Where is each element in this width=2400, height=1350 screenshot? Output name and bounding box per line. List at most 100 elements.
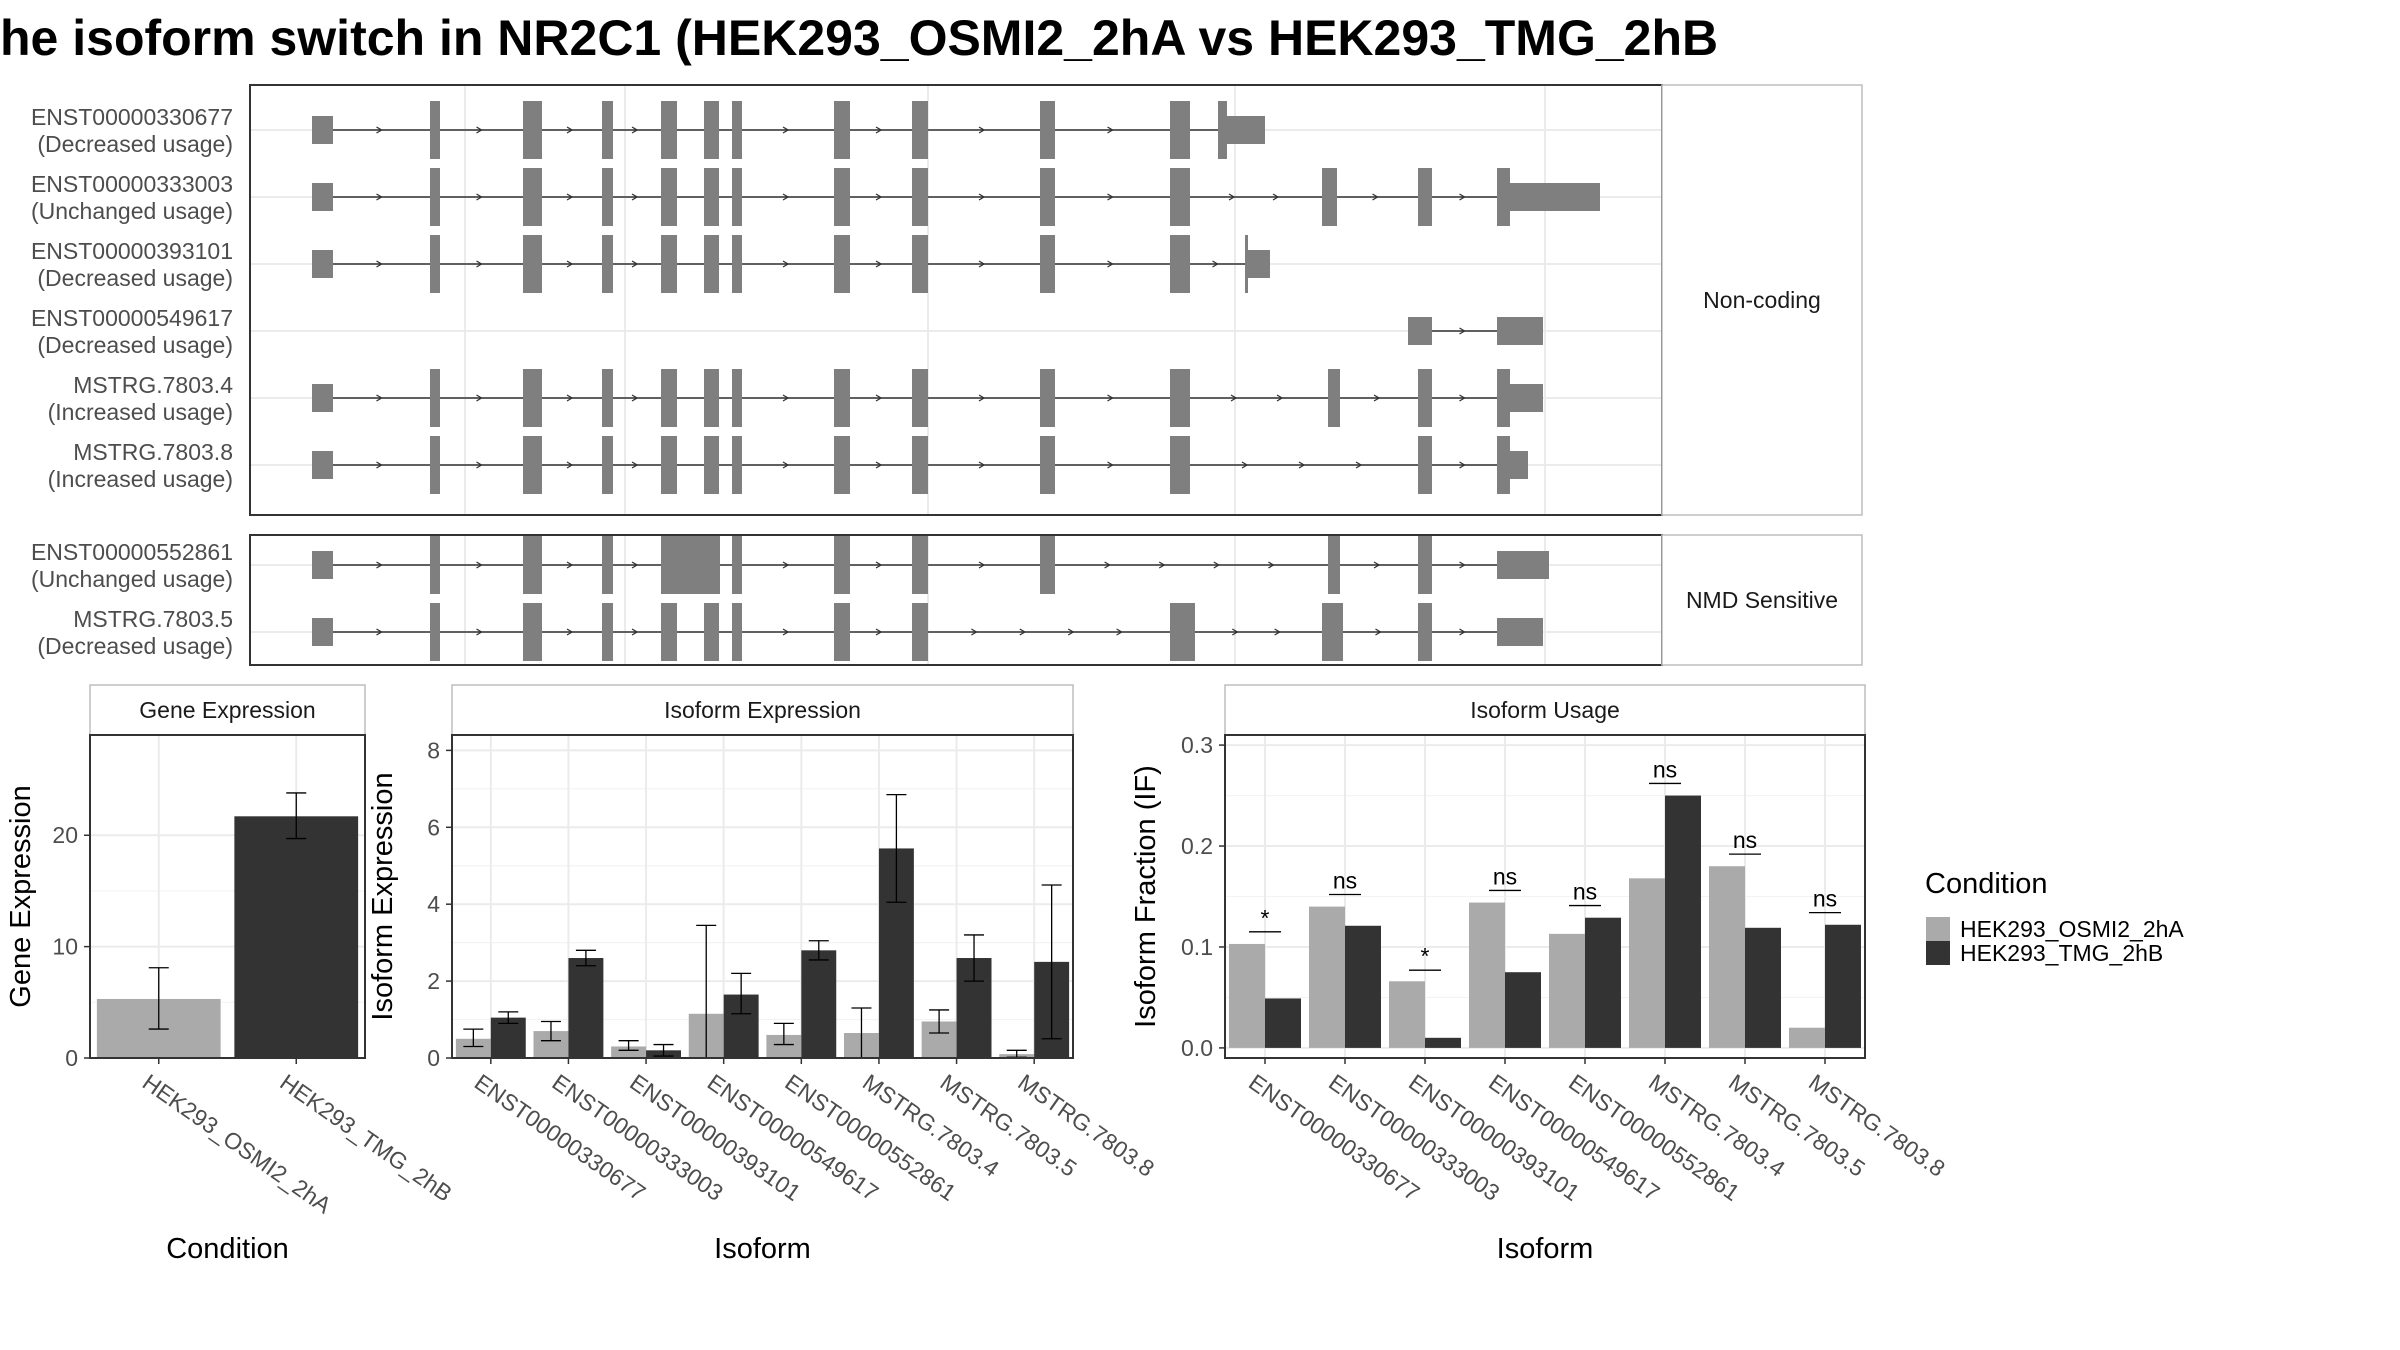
exon-block <box>1040 168 1055 226</box>
intron-arrow <box>1372 193 1379 201</box>
exon-block <box>1170 168 1190 226</box>
isoform-id-label: ENST00000330677 <box>31 104 233 130</box>
bar <box>1309 906 1345 1048</box>
exon-block <box>834 369 850 427</box>
exon-block <box>834 101 850 159</box>
intron-arrow <box>631 193 639 201</box>
intron-arrow <box>1373 394 1381 402</box>
plot-border <box>1224 734 1866 1059</box>
isoform-usage-label: (Unchanged usage) <box>31 198 233 224</box>
bar <box>766 1034 802 1058</box>
exon-block <box>1227 116 1265 144</box>
isoform-id-label: MSTRG.7803.8 <box>73 439 233 465</box>
exon-block <box>661 536 677 594</box>
intron-arrow <box>1231 628 1239 636</box>
exon-block <box>1040 436 1055 494</box>
intron-arrow <box>376 193 383 201</box>
figure-title: he isoform switch in NR2C1 (HEK293_OSMI2… <box>0 10 1718 66</box>
structure-strip <box>1661 84 1863 516</box>
exon-block <box>602 235 613 293</box>
exon-block <box>704 369 719 427</box>
isoform-usage-label: (Unchanged usage) <box>31 566 233 592</box>
intron-arrow <box>631 461 639 469</box>
y-axis-title: Isoform Fraction (IF) <box>1130 765 1162 1028</box>
exon-block <box>430 168 440 226</box>
exon-block <box>1170 603 1178 661</box>
intron-arrow <box>1107 126 1114 134</box>
exon-block <box>912 101 928 159</box>
bar <box>1825 924 1861 1048</box>
y-tick-label: 20 <box>52 822 78 848</box>
exon-block <box>430 603 440 661</box>
exon-block <box>1497 168 1510 226</box>
x-tick-label: MSTRG.7803.5 <box>1724 1069 1870 1182</box>
bar <box>1265 998 1301 1048</box>
intron-arrow <box>476 461 483 469</box>
intron-arrow <box>978 561 986 569</box>
isoform-id-label: ENST00000393101 <box>31 238 233 264</box>
intron-arrow <box>1212 260 1219 268</box>
intron-arrow <box>1459 394 1466 402</box>
exon-block <box>602 168 613 226</box>
isoform-usage-panel: Isoform Usage0.00.10.20.3ENST00000330677… <box>1130 684 1950 1265</box>
exon-block <box>602 101 613 159</box>
intron-arrow <box>476 126 483 134</box>
exon-block <box>430 436 440 494</box>
intron-arrow <box>1276 394 1284 402</box>
exon-block <box>1510 451 1528 479</box>
significance-label: * <box>1421 943 1430 969</box>
exon-block <box>1170 101 1190 159</box>
exon-block <box>1510 317 1543 345</box>
y-axis-title: Isoform Expression <box>367 772 399 1020</box>
intron-arrow <box>875 260 883 268</box>
exon-block <box>1178 603 1195 661</box>
intron-arrow <box>566 260 574 268</box>
bar <box>801 950 837 1058</box>
exon-block <box>834 536 850 594</box>
exon-block <box>1040 536 1055 594</box>
bar <box>455 1038 491 1058</box>
y-tick-label: 0.2 <box>1181 833 1213 859</box>
exon-block <box>1040 369 1055 427</box>
intron-arrow <box>782 126 790 134</box>
panel-strip-label: Isoform Expression <box>664 697 861 723</box>
intron-arrow <box>875 394 883 402</box>
significance-label: ns <box>1333 867 1357 893</box>
exon-block <box>1170 235 1190 293</box>
structure-group-label: NMD Sensitive <box>1686 587 1838 613</box>
intron-arrow <box>476 193 483 201</box>
exon-block <box>1418 436 1432 494</box>
exon-block <box>912 235 928 293</box>
intron-arrow <box>476 561 483 569</box>
intron-arrow <box>1375 628 1382 636</box>
exon-block <box>1248 250 1270 278</box>
x-tick-label: MSTRG.7803.5 <box>936 1069 1082 1182</box>
intron-arrow <box>782 561 790 569</box>
y-tick-label: 6 <box>427 814 440 840</box>
bar <box>1345 925 1381 1048</box>
bar <box>1745 927 1781 1048</box>
legend-swatch-cond2 <box>1926 941 1950 965</box>
intron-arrow <box>631 628 639 636</box>
legend-label-cond1: HEK293_OSMI2_2hA <box>1960 916 2184 942</box>
exon-block <box>704 101 719 159</box>
exon-block <box>912 536 928 594</box>
isoform-expression-panel: Isoform Expression02468ENST00000330677EN… <box>367 684 1159 1265</box>
exon-block <box>661 101 677 159</box>
x-axis-title: Isoform <box>714 1233 811 1265</box>
exon-block <box>912 603 928 661</box>
structure-group-label: Non-coding <box>1703 287 1821 313</box>
intron-arrow <box>1298 461 1306 469</box>
structure-panel-bg <box>250 535 1662 665</box>
exon-block <box>312 384 333 412</box>
bar <box>1709 866 1745 1048</box>
exon-block <box>1170 369 1190 427</box>
intron-arrow <box>1107 193 1114 201</box>
intron-arrow <box>566 461 574 469</box>
intron-arrow <box>875 561 883 569</box>
exon-block <box>1418 603 1432 661</box>
significance-label: * <box>1261 905 1270 931</box>
intron-arrow <box>1107 394 1114 402</box>
exon-block <box>732 101 742 159</box>
